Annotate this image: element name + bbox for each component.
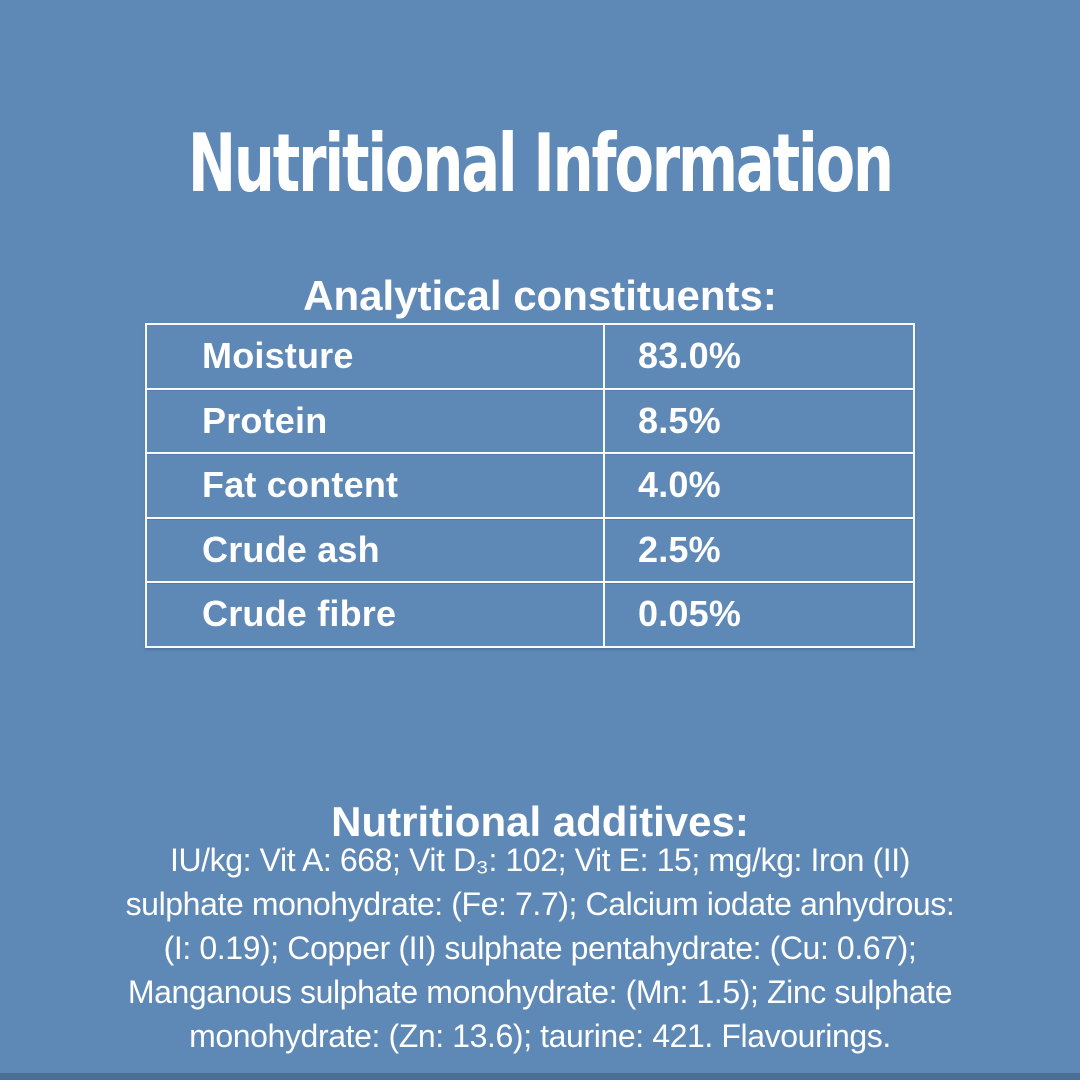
page-title-text: Nutritional Information <box>188 116 894 210</box>
nutrient-value: 0.05% <box>638 593 742 635</box>
nutrient-label: Fat content <box>147 454 605 517</box>
nutrient-label: Moisture <box>147 325 605 388</box>
table-row: Moisture 83.0% <box>147 325 913 390</box>
nutritional-additives-text: IU/kg: Vit A: 668; Vit D₃: 102; Vit E: 1… <box>0 838 1080 1058</box>
nutrient-value: 4.0% <box>638 464 721 506</box>
additives-text-line: IU/kg: Vit A: 668; Vit D₃: 102; Vit E: 1… <box>169 842 910 878</box>
table-row: Protein 8.5% <box>147 389 913 454</box>
table-row: Crude ash 2.5% <box>147 518 913 583</box>
analytical-constituents-table: Moisture 83.0% Protein 8.5% Fat content … <box>145 323 915 648</box>
nutrient-label: Crude fibre <box>147 583 605 646</box>
table-row: Fat content 4.0% <box>147 454 913 519</box>
additives-text-line: (I: 0.19); Copper (II) sulphate pentahyd… <box>163 930 917 966</box>
nutrient-value: 83.0% <box>638 335 742 377</box>
page-title: Nutritional Information <box>0 116 1080 210</box>
analytical-constituents-heading: Analytical constituents: <box>303 271 777 319</box>
nutrient-label: Protein <box>147 389 605 452</box>
nutrient-label: Crude ash <box>147 518 605 581</box>
additives-text-line: Manganous sulphate monohydrate: (Mn: 1.5… <box>127 974 953 1010</box>
table-row: Crude fibre 0.05% <box>147 583 913 646</box>
nutritional-additives-heading: Nutritional additives: <box>331 797 749 845</box>
nutrient-value: 8.5% <box>638 399 721 441</box>
nutrient-value: 2.5% <box>638 528 721 570</box>
additives-text-line: monohydrate: (Zn: 13.6); taurine: 421. F… <box>189 1018 891 1054</box>
additives-text-line: sulphate monohydrate: (Fe: 7.7); Calcium… <box>125 886 955 922</box>
bottom-edge-strip <box>0 1073 1080 1080</box>
